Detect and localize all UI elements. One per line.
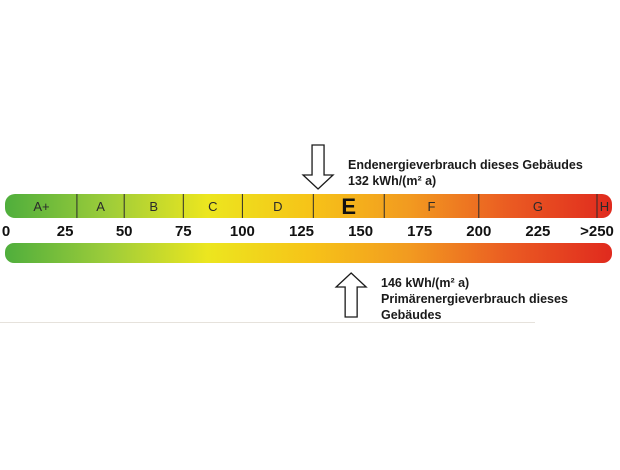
tick-label: 0	[2, 223, 10, 240]
marker-arrows	[301, 144, 368, 318]
class-label-d: D	[273, 199, 282, 214]
primary-energy-annotation: 146 kWh/(m² a) Primärenergieverbrauch di…	[381, 275, 568, 323]
primary-energy-bar	[5, 243, 612, 263]
class-label-c: C	[208, 199, 217, 214]
class-label-g: G	[533, 199, 543, 214]
arrow-down-icon	[301, 144, 335, 190]
class-label-b: B	[149, 199, 158, 214]
class-label-a: A	[96, 199, 105, 214]
tick-label: 200	[466, 223, 491, 240]
tick-label: 150	[348, 223, 373, 240]
arrow-up-icon	[334, 272, 368, 318]
bottom-divider	[0, 322, 535, 323]
tick-label: 125	[289, 223, 314, 240]
tick-label: 25	[57, 223, 74, 240]
class-bar-body	[5, 194, 612, 218]
tick-label: 175	[407, 223, 432, 240]
primary-energy-label-line-2: Gebäudes	[381, 308, 442, 322]
tick-label: >250	[580, 223, 614, 240]
final-energy-value: 132 kWh/(m² a)	[348, 174, 437, 188]
scale-tick-labels: 0 25 50 75 100 125 150 175 200 225 >250	[2, 223, 614, 240]
class-label-a-plus: A+	[33, 199, 49, 214]
final-energy-annotation: Endenergieverbrauch dieses Gebäudes 132 …	[348, 157, 583, 189]
class-label-h: H	[600, 199, 609, 214]
final-energy-label: Endenergieverbrauch dieses Gebäudes	[348, 158, 583, 172]
primary-energy-label-line-1: Primärenergieverbrauch dieses	[381, 292, 568, 306]
tick-label: 100	[230, 223, 255, 240]
tick-label: 50	[116, 223, 133, 240]
primary-bar-body	[5, 243, 612, 263]
tick-label: 75	[175, 223, 192, 240]
tick-label: 225	[525, 223, 550, 240]
class-label-e: E	[341, 194, 356, 219]
class-label-f: F	[428, 199, 436, 214]
primary-energy-value: 146 kWh/(m² a)	[381, 276, 470, 290]
efficiency-class-bar: A+ A B C D E F G H	[5, 194, 612, 219]
